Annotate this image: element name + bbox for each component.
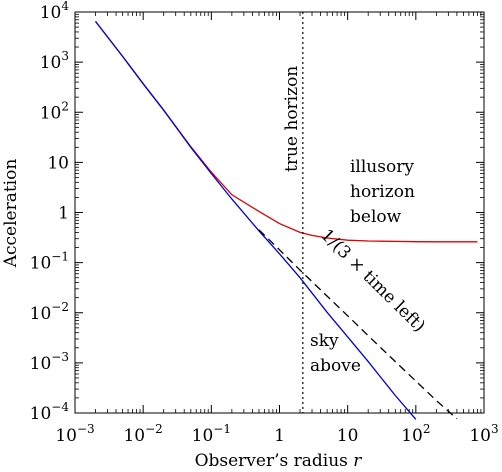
sky-label-line2: above	[310, 356, 361, 376]
tick-marks	[74, 11, 485, 414]
x-tick-label: 1	[274, 426, 285, 446]
x-tick-label-base: 10	[55, 426, 77, 446]
y-tick-label-exp: −2	[51, 300, 69, 314]
x-tick-label-exp: 3	[491, 422, 499, 436]
sky-label-line1: sky	[310, 331, 339, 351]
y-tick-label-exp: 2	[61, 99, 69, 113]
y-tick-label-exp: −4	[51, 400, 69, 414]
y-tick-label: 10−3	[30, 350, 69, 374]
x-tick-label-exp: −2	[145, 422, 163, 436]
y-tick-label-exp: 4	[61, 0, 69, 13]
x-tick-label: 10	[337, 426, 359, 446]
y-tick-label-exp: −3	[51, 350, 69, 364]
x-axis-label-text: Observer’s radius	[195, 451, 354, 471]
y-tick-label-base: 10	[30, 354, 52, 374]
illusory-label-line3: below	[350, 207, 402, 227]
x-tick-label: 10−1	[192, 422, 231, 446]
x-axis-label: Observer’s radius r	[195, 451, 363, 471]
y-tick-label: 1	[58, 204, 69, 224]
x-axis-label-var: r	[353, 451, 362, 471]
y-tick-label: 10−4	[30, 400, 70, 424]
illusory-label-line1: illusory	[350, 157, 414, 177]
y-tick-label-base: 10	[40, 103, 62, 123]
x-tick-label: 103	[469, 422, 498, 446]
y-tick-label: 102	[40, 99, 69, 123]
illusory-label-line2: horizon	[350, 182, 415, 202]
y-tick-label-base: 10	[30, 254, 52, 274]
y-tick-label-exp: 3	[61, 49, 69, 63]
x-tick-labels: 10−3 10−2 10−1 1 10 102 103	[55, 422, 498, 446]
x-tick-label-base: 10	[123, 426, 145, 446]
x-tick-label-exp: −1	[213, 422, 231, 436]
x-tick-label: 10−3	[55, 422, 94, 446]
x-tick-label-exp: 2	[423, 422, 431, 436]
x-tick-label: 10−2	[123, 422, 162, 446]
y-tick-label: 103	[40, 49, 69, 73]
x-tick-label-exp: −3	[77, 422, 95, 436]
y-tick-label: 104	[40, 0, 70, 23]
sky-above-line	[94, 21, 417, 420]
plot-frame	[74, 11, 485, 414]
x-tick-label: 102	[401, 422, 430, 446]
y-tick-label-base: 10	[30, 404, 52, 424]
series-lines	[94, 21, 478, 420]
dashed-time-left-line	[258, 229, 458, 420]
y-tick-label-base: 10	[40, 3, 62, 23]
y-axis-label: Acceleration	[1, 159, 21, 269]
y-tick-label: 10	[47, 153, 69, 173]
y-tick-label-exp: −1	[51, 250, 69, 264]
y-tick-label: 10−1	[30, 250, 69, 274]
x-tick-label-base: 10	[401, 426, 423, 446]
y-tick-label-base: 10	[40, 53, 62, 73]
true-horizon-label: true horizon	[282, 66, 302, 172]
y-tick-label: 10−2	[30, 300, 69, 324]
x-tick-label-base: 10	[469, 426, 491, 446]
y-tick-label-base: 10	[30, 304, 52, 324]
x-tick-label-base: 10	[192, 426, 214, 446]
